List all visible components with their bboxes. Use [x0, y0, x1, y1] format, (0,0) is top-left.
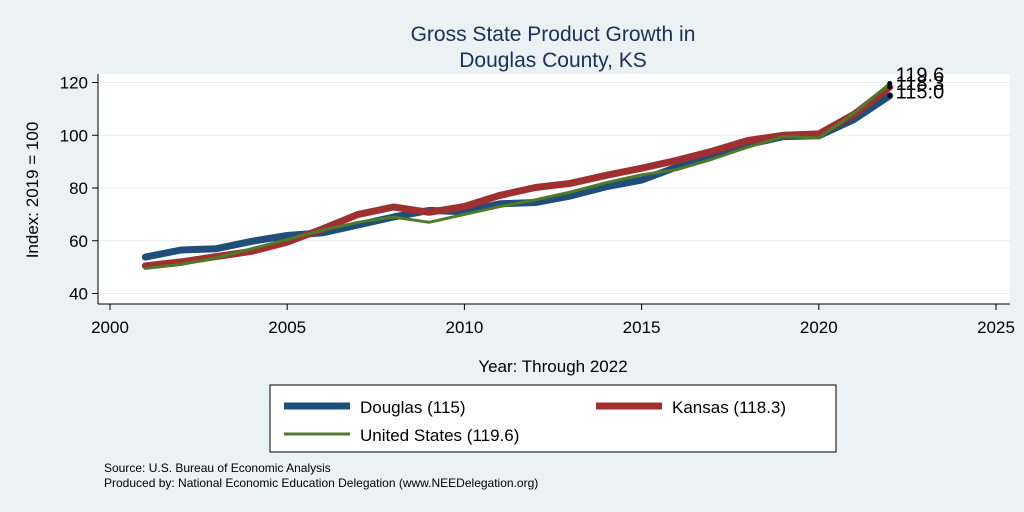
axes: 40 60 80 100 120 2000 2005 2010 2015 2020 2025	[60, 74, 1015, 338]
legend-label-douglas: Douglas (115)	[360, 398, 466, 417]
end-marker	[887, 93, 893, 99]
y-tick-label: 60	[69, 232, 88, 251]
y-axis-label: Index: 2019 = 100	[23, 122, 42, 259]
legend-label-united-states: United States (119.6)	[360, 426, 519, 445]
series-lines	[141, 82, 894, 270]
x-tick-label: 2010	[445, 318, 483, 337]
series-line-united-states	[143, 82, 892, 270]
x-axis-label: Year: Through 2022	[478, 357, 627, 376]
end-label: 119.6	[896, 65, 945, 87]
x-tick-label: 2015	[623, 318, 661, 337]
y-tick-label: 120	[60, 74, 88, 93]
legend-box	[269, 384, 837, 453]
x-tick-label: 2005	[268, 318, 306, 337]
x-tick-label: 2000	[91, 318, 129, 337]
x-tick-label: 2025	[977, 318, 1015, 337]
end-marker	[887, 84, 893, 90]
legend-label-kansas: Kansas (118.3)	[672, 398, 786, 417]
x-tick-label: 2020	[800, 318, 838, 337]
chart-title-line-2: Douglas County, KS	[459, 49, 647, 72]
source-note: Source: U.S. Bureau of Economic Analysis	[104, 461, 331, 475]
chart-title-line-1: Gross State Product Growth in	[411, 23, 696, 46]
producer-note: Produced by: National Economic Education…	[104, 476, 538, 490]
y-tick-label: 40	[69, 285, 88, 304]
y-tick-label: 80	[69, 179, 88, 198]
y-tick-label: 100	[60, 126, 88, 145]
end-marker	[887, 81, 893, 87]
end-label: 118.3	[896, 73, 945, 95]
series-line-kansas	[141, 83, 894, 270]
legend: Douglas (115) Kansas (118.3) United Stat…	[269, 384, 837, 453]
end-label: 115.0	[896, 82, 945, 104]
